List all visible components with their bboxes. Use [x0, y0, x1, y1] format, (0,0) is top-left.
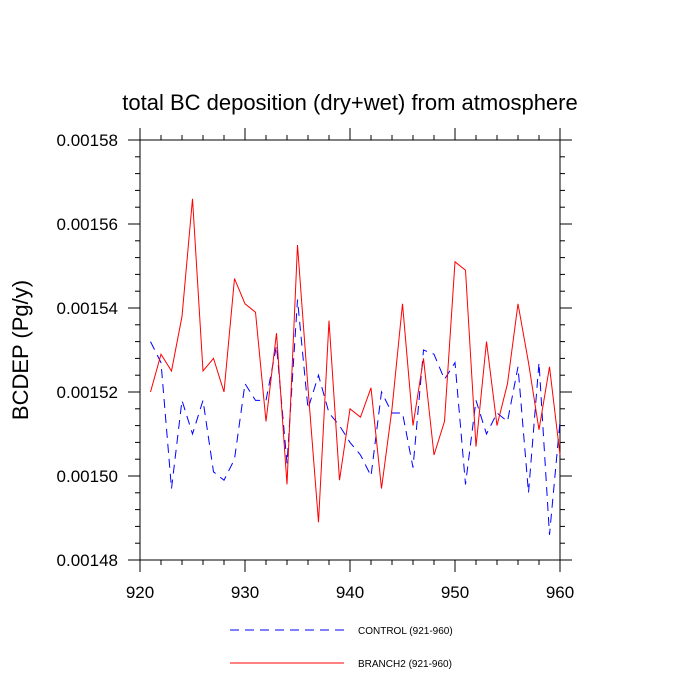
- y-tick-label: 0.00152: [57, 383, 118, 402]
- x-tick-label: 950: [441, 583, 469, 602]
- y-tick-label: 0.00158: [57, 131, 118, 150]
- x-tick-label: 920: [126, 583, 154, 602]
- legend-label: BRANCH2 (921-960): [358, 659, 452, 670]
- y-tick-label: 0.00148: [57, 551, 118, 570]
- series-line-branch2: [150, 198, 561, 523]
- x-tick-label: 940: [336, 583, 364, 602]
- x-tick-label: 930: [231, 583, 259, 602]
- data-series: [150, 198, 561, 535]
- y-axis-label: BCDEP (Pg/y): [8, 280, 33, 420]
- y-tick-label: 0.00154: [57, 299, 118, 318]
- x-tick-label: 960: [546, 583, 574, 602]
- axis-tick-labels: 920 930 940 950 960 0.00148 0.00150 0.00152 0.00…: [57, 131, 575, 602]
- y-tick-label: 0.00156: [57, 215, 118, 234]
- axis-ticks: [128, 128, 572, 572]
- plot-frame: [139, 139, 561, 561]
- chart-title: total BC deposition (dry+wet) from atmos…: [122, 90, 577, 115]
- legend-label: CONTROL (921-960): [358, 626, 453, 637]
- y-tick-label: 0.00150: [57, 467, 118, 486]
- legend: CONTROL (921-960) BRANCH2 (921-960): [230, 626, 453, 670]
- series-line-control: [150, 299, 561, 535]
